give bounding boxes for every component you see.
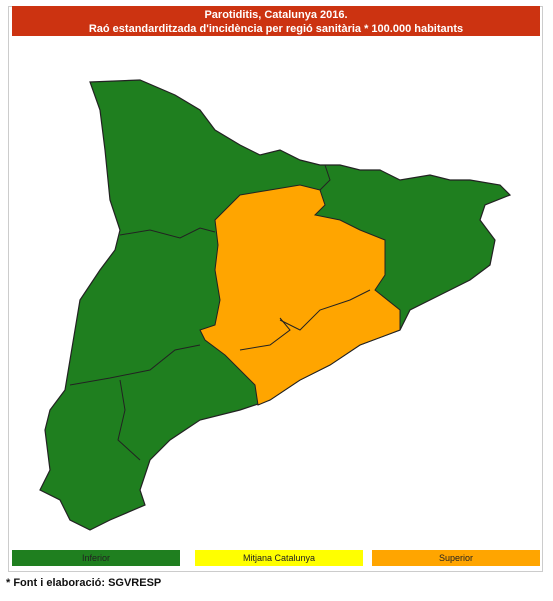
- legend: Inferior Mitjana Catalunya Superior: [12, 550, 540, 566]
- region-border: [69, 344, 201, 386]
- header: Parotiditis, Catalunya 2016. Raó estanda…: [12, 6, 540, 36]
- region-central: [199, 184, 401, 406]
- region-border: [119, 227, 216, 239]
- legend-item: Superior: [372, 550, 540, 566]
- title: Parotiditis, Catalunya 2016.: [204, 9, 348, 21]
- region-border: [117, 379, 141, 461]
- subtitle: Raó estandarditzada d'incidència per reg…: [88, 23, 464, 35]
- region-border: [279, 289, 371, 331]
- region-border: [319, 164, 331, 191]
- legend-item: Inferior: [12, 550, 180, 566]
- footnote: * Font i elaboració: SGVRESP: [6, 577, 162, 589]
- legend-item: Mitjana Catalunya: [195, 550, 363, 566]
- region-border: [239, 317, 291, 351]
